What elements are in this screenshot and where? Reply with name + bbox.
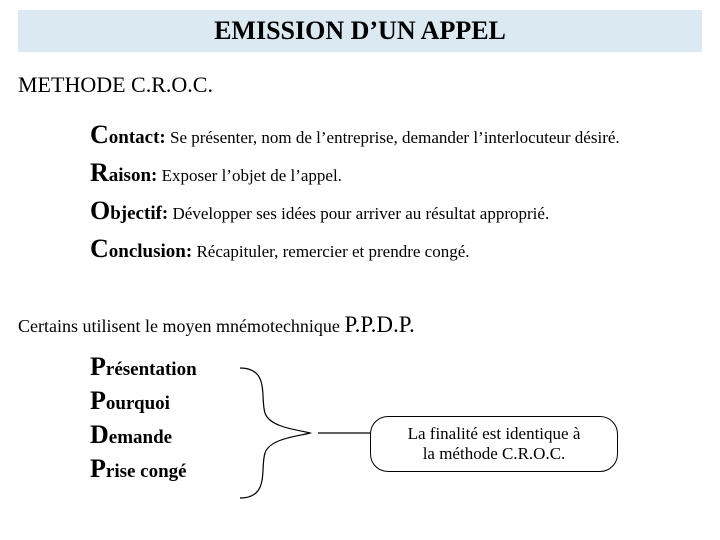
- croc-line-contact: Contact: Se présenter, nom de l’entrepri…: [90, 120, 690, 150]
- ppdp-initial: P: [90, 352, 106, 381]
- callout-line2: la méthode C.R.O.C.: [423, 444, 566, 463]
- page-title: EMISSION D’UN APPEL: [214, 16, 506, 46]
- croc-initial: O: [90, 196, 110, 225]
- ppdp-line-demande: Demande: [90, 420, 197, 450]
- mnemo-intro: Certains utilisent le moyen mnémotechniq…: [18, 316, 344, 336]
- croc-block: Contact: Se présenter, nom de l’entrepri…: [90, 120, 690, 272]
- curly-brace-icon: [230, 358, 320, 508]
- croc-line-conclusion: Conclusion: Récapituler, remercier et pr…: [90, 234, 690, 264]
- callout-box: La finalité est identique à la méthode C…: [370, 416, 618, 472]
- ppdp-rest: emande: [109, 427, 172, 448]
- croc-label-rest: ontact:: [109, 127, 166, 148]
- ppdp-rest: ourquoi: [106, 393, 170, 414]
- croc-desc: Se présenter, nom de l’entreprise, deman…: [166, 128, 620, 147]
- title-bar: EMISSION D’UN APPEL: [18, 10, 702, 52]
- croc-desc: Récapituler, remercier et prendre congé.: [192, 242, 469, 261]
- mnemo-line: Certains utilisent le moyen mnémotechniq…: [18, 312, 415, 338]
- ppdp-block: Présentation Pourquoi Demande Prise cong…: [90, 352, 197, 488]
- page-root: EMISSION D’UN APPEL METHODE C.R.O.C. Con…: [0, 0, 720, 540]
- croc-desc: Exposer l’objet de l’appel.: [157, 166, 342, 185]
- croc-label-rest: bjectif:: [110, 203, 168, 224]
- ppdp-line-pourquoi: Pourquoi: [90, 386, 197, 416]
- croc-label-rest: onclusion:: [109, 241, 192, 262]
- ppdp-line-prisecong: Prise congé: [90, 454, 197, 484]
- connector-line-icon: [318, 420, 378, 450]
- croc-line-raison: Raison: Exposer l’objet de l’appel.: [90, 158, 690, 188]
- croc-desc: Développer ses idées pour arriver au rés…: [168, 204, 549, 223]
- callout-line1: La finalité est identique à: [408, 424, 581, 443]
- mnemo-acronym: P.P.D.P.: [344, 312, 414, 337]
- ppdp-initial: P: [90, 386, 106, 415]
- subtitle: METHODE C.R.O.C.: [18, 72, 213, 98]
- croc-label-rest: aison:: [109, 165, 158, 186]
- croc-initial: C: [90, 234, 109, 263]
- ppdp-line-presentation: Présentation: [90, 352, 197, 382]
- croc-line-objectif: Objectif: Développer ses idées pour arri…: [90, 196, 690, 226]
- ppdp-initial: D: [90, 420, 109, 449]
- croc-initial: R: [90, 158, 109, 187]
- croc-initial: C: [90, 120, 109, 149]
- ppdp-rest: rise congé: [106, 461, 187, 482]
- callout-text: La finalité est identique à la méthode C…: [408, 424, 581, 464]
- ppdp-rest: résentation: [106, 359, 197, 380]
- ppdp-initial: P: [90, 454, 106, 483]
